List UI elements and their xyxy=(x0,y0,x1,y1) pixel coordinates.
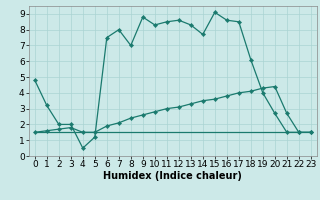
X-axis label: Humidex (Indice chaleur): Humidex (Indice chaleur) xyxy=(103,171,242,181)
